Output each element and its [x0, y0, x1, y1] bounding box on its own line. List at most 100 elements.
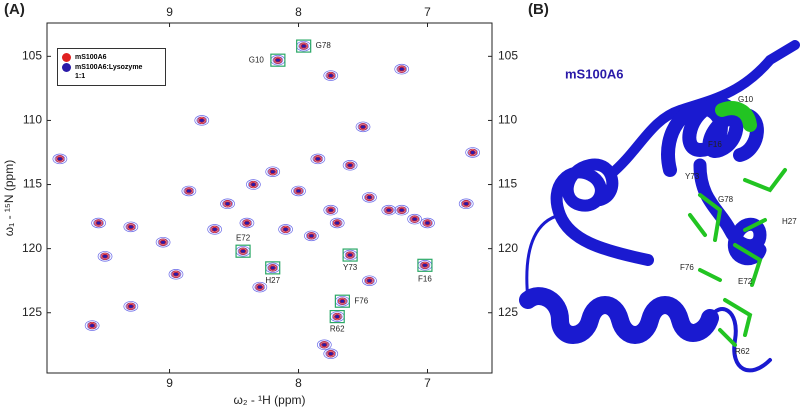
contour: [207, 224, 223, 235]
y-tick-label: 115: [23, 177, 42, 191]
y-tick-label: 120: [22, 241, 42, 255]
contour: [385, 207, 392, 213]
contour: [185, 188, 192, 194]
peak: [326, 71, 336, 80]
contour: [244, 220, 250, 226]
peak: [299, 42, 309, 50]
contour: [295, 188, 302, 194]
contour: [468, 148, 478, 157]
contour: [255, 283, 265, 291]
contour: [102, 253, 108, 259]
y-tick-label: 105: [498, 49, 518, 63]
contour: [56, 156, 63, 162]
contour: [358, 123, 368, 131]
contour: [160, 239, 167, 245]
contour: [308, 233, 315, 239]
peak: [410, 215, 420, 223]
peak: [210, 225, 220, 234]
peak: [126, 223, 136, 231]
contour: [310, 153, 326, 165]
contour: [362, 275, 377, 286]
contour: [273, 56, 283, 64]
x-tick-label: 8: [295, 376, 302, 390]
contour: [347, 252, 354, 258]
contour: [299, 42, 309, 50]
contour: [327, 351, 334, 357]
contour: [269, 265, 276, 271]
contour: [397, 206, 407, 214]
contour: [256, 284, 263, 290]
contour: [89, 323, 96, 328]
contour: [398, 207, 405, 213]
peak: [358, 123, 368, 131]
y-tick-label: 115: [498, 177, 517, 191]
peak-label: G10: [249, 55, 265, 64]
legend: mS100A6 mS100A6:Lysozyme 1:1: [57, 48, 166, 86]
contour: [345, 161, 355, 169]
residue-label: F16: [708, 140, 722, 149]
contour: [243, 220, 250, 226]
contour: [224, 201, 231, 207]
peak-label: E72: [236, 233, 251, 242]
label-box: [235, 244, 251, 258]
peak: [337, 297, 347, 305]
peak: [397, 65, 407, 73]
contour: [100, 252, 110, 260]
label-box: [334, 294, 350, 308]
contour: [181, 185, 197, 197]
contour: [314, 156, 321, 162]
peak: [332, 312, 342, 321]
contour: [194, 115, 210, 126]
peak-label: R62: [330, 325, 345, 334]
contour: [223, 200, 232, 208]
contour: [360, 124, 366, 130]
contour: [197, 116, 207, 125]
contour: [327, 351, 334, 357]
contour: [410, 215, 420, 223]
contour: [411, 216, 418, 222]
contour: [291, 185, 306, 197]
contour: [168, 269, 184, 280]
contour: [339, 298, 346, 304]
contour: [55, 155, 65, 163]
contour: [334, 314, 341, 319]
peak: [100, 252, 110, 260]
contour: [327, 207, 334, 213]
contour: [323, 348, 339, 360]
contour: [210, 225, 220, 234]
x-tick-label: 7: [424, 5, 431, 19]
contour: [424, 220, 431, 226]
protein-structure: [519, 40, 800, 373]
contour: [398, 66, 405, 72]
contour: [160, 239, 166, 245]
contour: [294, 187, 303, 195]
contour: [281, 225, 291, 234]
contour: [463, 201, 470, 207]
y-tick-label: 125: [498, 305, 518, 319]
contour: [394, 204, 410, 216]
residue-label: G78: [718, 195, 734, 204]
residue-label: H27: [782, 217, 797, 226]
contour: [269, 169, 276, 175]
peak: [242, 219, 252, 227]
panel-label: (A): [4, 1, 25, 18]
peak: [268, 168, 278, 176]
peak: [87, 321, 97, 330]
peak: [323, 348, 339, 360]
contour: [300, 43, 307, 49]
y-tick-label: 110: [23, 113, 42, 127]
residue-label: G10: [738, 95, 754, 104]
contour: [407, 213, 422, 225]
contour: [250, 182, 257, 187]
contour: [347, 163, 354, 168]
contour: [355, 121, 371, 133]
x-tick-label: 9: [166, 5, 173, 19]
peak: [329, 217, 345, 229]
contour: [422, 262, 428, 268]
contour: [246, 179, 261, 190]
contour: [184, 187, 194, 195]
contour: [345, 251, 355, 259]
contour: [319, 341, 329, 349]
contour: [242, 219, 252, 227]
contour: [102, 254, 109, 259]
